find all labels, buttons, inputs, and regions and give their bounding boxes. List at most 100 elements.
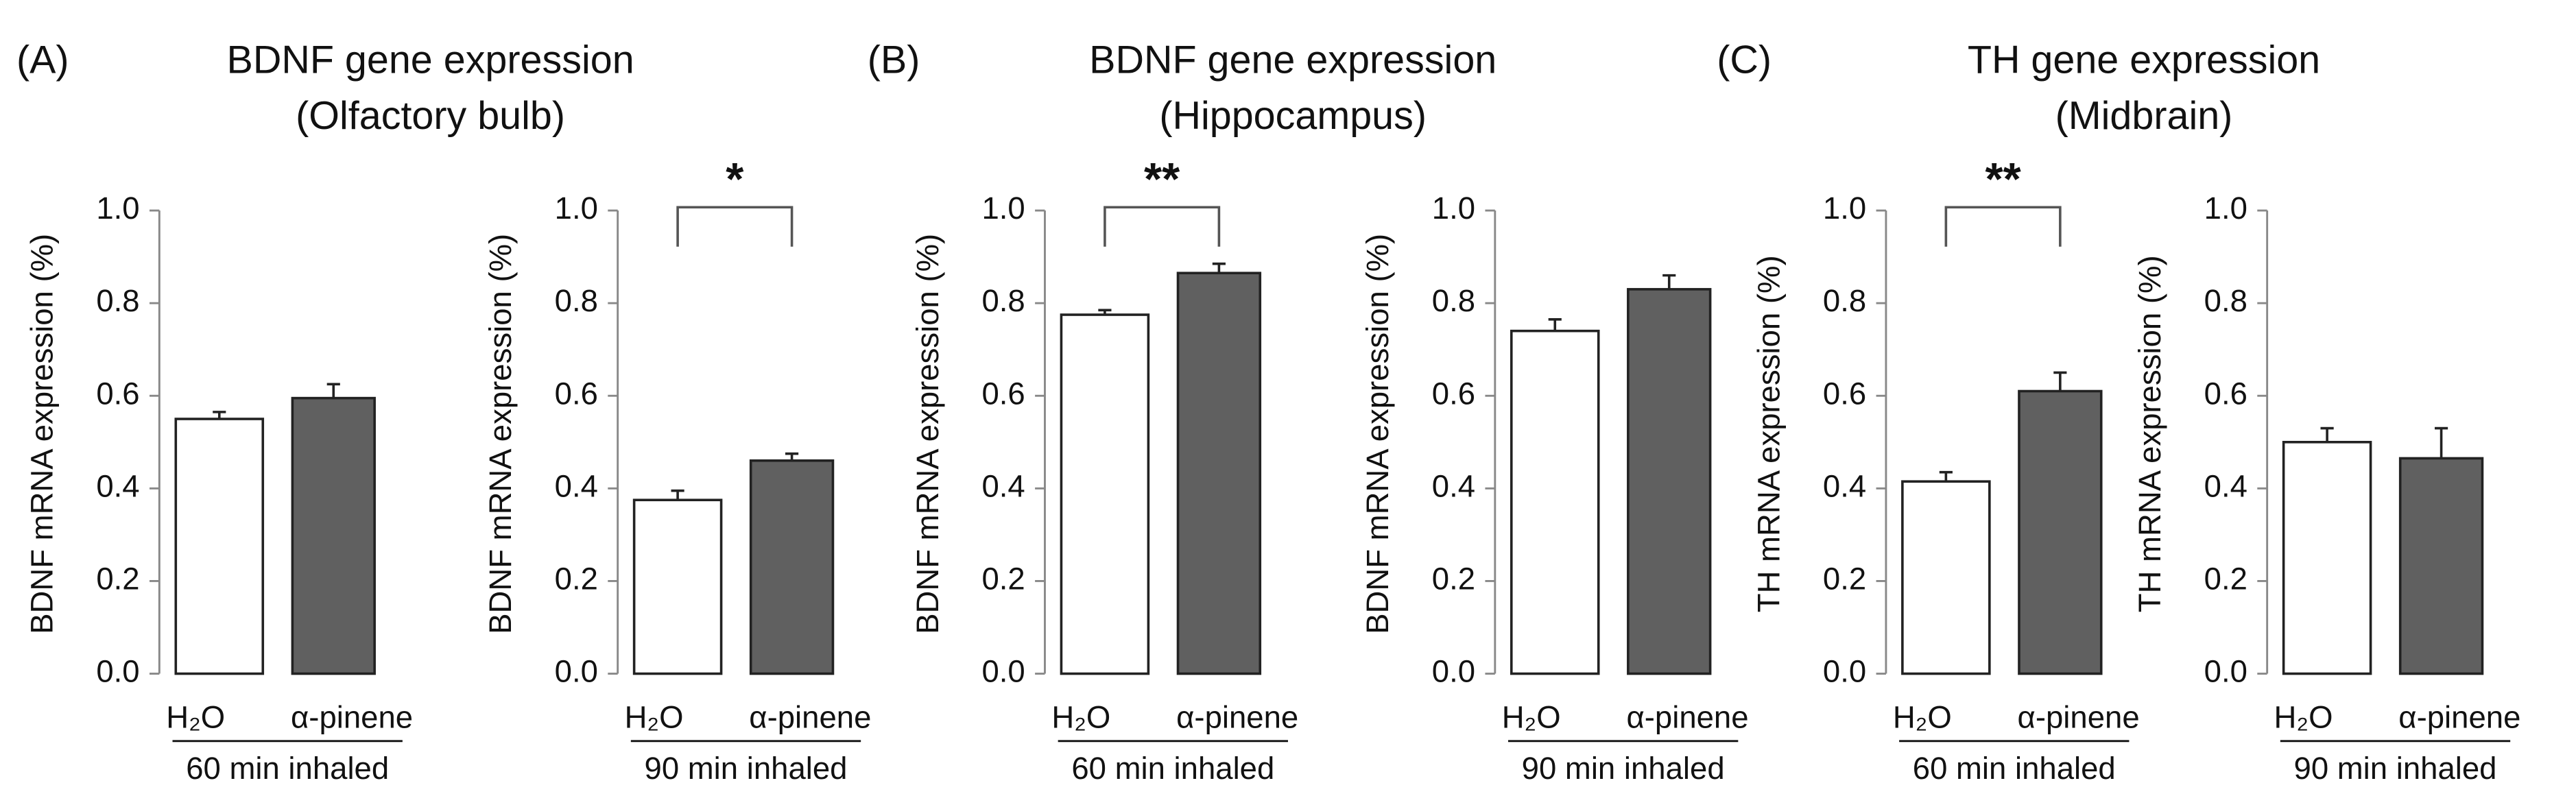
y-tick-label: 0.2 <box>555 561 598 596</box>
bar <box>1627 288 1712 675</box>
bar <box>632 498 723 675</box>
x-axis-label: 90 min inhaled <box>645 751 848 786</box>
y-tick-label: 1.0 <box>555 191 598 226</box>
x-tick-label: α-pinene <box>1176 700 1298 735</box>
error-bar <box>2320 426 2334 442</box>
y-tick-label: 0.0 <box>1432 654 1475 689</box>
y-tick-label: 0.8 <box>555 283 598 318</box>
error-bar <box>671 489 684 501</box>
x-tick-label: α-pinene <box>749 700 871 735</box>
significance-label: ** <box>1144 154 1180 205</box>
x-tick-label: H₂O <box>1051 700 1110 735</box>
y-tick-label: 1.0 <box>96 191 139 226</box>
panel-subtitle: (Olfactory bulb) <box>296 94 565 138</box>
bar <box>2018 389 2103 675</box>
panel-label: (B) <box>868 38 920 82</box>
panel-subtitle: (Midbrain) <box>2055 94 2233 138</box>
panel-title: BDNF gene expression <box>227 38 634 82</box>
x-tick-label: H₂O <box>1502 700 1561 735</box>
x-tick-label: α-pinene <box>2398 700 2520 735</box>
x-tick-label: α-pinene <box>291 700 413 735</box>
y-tick-label: 1.0 <box>981 191 1025 226</box>
x-tick-label: H₂O <box>625 700 684 735</box>
y-tick-label: 0.4 <box>1823 468 1866 503</box>
error-bar <box>785 452 799 461</box>
error-bar <box>2053 371 2067 392</box>
y-tick-label: 0.0 <box>555 654 598 689</box>
bar <box>1901 480 1991 675</box>
y-tick-label: 0.8 <box>981 283 1025 318</box>
y-axis-label: BDNF mRNA expression (%) <box>910 234 945 634</box>
y-tick-label: 0.8 <box>2204 283 2247 318</box>
y-tick-label: 0.6 <box>981 376 1025 411</box>
y-tick-label: 0.6 <box>1432 376 1475 411</box>
x-tick-label: α-pinene <box>2018 700 2140 735</box>
y-tick-label: 0.2 <box>1823 561 1866 596</box>
y-tick-label: 0.4 <box>96 468 139 503</box>
y-tick-label: 0.0 <box>1823 654 1866 689</box>
bar <box>749 459 835 675</box>
bar <box>2282 440 2372 675</box>
bar <box>1510 329 1600 675</box>
y-tick-label: 0.2 <box>1432 561 1475 596</box>
x-axis-label: 90 min inhaled <box>2294 751 2497 786</box>
y-tick-label: 1.0 <box>1823 191 1866 226</box>
significance-label: * <box>726 154 744 205</box>
y-tick-label: 0.2 <box>96 561 139 596</box>
y-axis-label: BDNF mRNA expression (%) <box>1360 234 1395 634</box>
bar <box>174 418 265 675</box>
y-tick-label: 0.4 <box>555 468 598 503</box>
panel-title: BDNF gene expression <box>1089 38 1496 82</box>
significance-bracket <box>1104 206 1221 247</box>
y-tick-label: 0.4 <box>981 468 1025 503</box>
error-bar <box>1212 262 1226 274</box>
panel-label: (C) <box>1717 38 1772 82</box>
y-tick-label: 0.6 <box>555 376 598 411</box>
y-tick-label: 1.0 <box>2204 191 2247 226</box>
error-bar <box>1098 309 1112 315</box>
y-tick-label: 0.0 <box>981 654 1025 689</box>
error-bar <box>1548 317 1562 331</box>
y-tick-label: 0.4 <box>1432 468 1475 503</box>
panel-title: TH gene expression <box>1968 38 2320 82</box>
error-bar <box>2434 426 2448 459</box>
y-tick-label: 0.0 <box>2204 654 2247 689</box>
x-axis-label: 60 min inhaled <box>1071 751 1274 786</box>
bar <box>2398 457 2484 675</box>
error-bar <box>213 411 226 420</box>
y-axis-label: BDNF mRNA expression (%) <box>483 234 518 634</box>
y-tick-label: 0.8 <box>1432 283 1475 318</box>
y-axis-label: TH mRNA expression (%) <box>2132 255 2167 612</box>
y-tick-label: 0.4 <box>2204 468 2247 503</box>
error-bar <box>1662 274 1676 289</box>
x-tick-label: H₂O <box>1893 700 1952 735</box>
x-axis-label: 60 min inhaled <box>1913 751 2116 786</box>
panel-subtitle: (Hippocampus) <box>1159 94 1427 138</box>
panel-label: (A) <box>16 38 69 82</box>
bar <box>1060 313 1150 675</box>
bar <box>1176 272 1262 675</box>
x-tick-label: H₂O <box>2274 700 2333 735</box>
significance-bracket <box>676 206 794 247</box>
y-tick-label: 0.2 <box>981 561 1025 596</box>
y-tick-label: 1.0 <box>1432 191 1475 226</box>
y-tick-label: 0.6 <box>2204 376 2247 411</box>
x-axis-label: 90 min inhaled <box>1522 751 1725 786</box>
y-tick-label: 0.6 <box>96 376 139 411</box>
y-axis-label: BDNF mRNA expression (%) <box>25 234 60 634</box>
bar <box>291 396 376 675</box>
y-tick-label: 0.6 <box>1823 376 1866 411</box>
x-tick-label: H₂O <box>166 700 225 735</box>
y-tick-label: 0.8 <box>96 283 139 318</box>
error-bar <box>1939 470 1953 482</box>
y-tick-label: 0.8 <box>1823 283 1866 318</box>
x-tick-label: α-pinene <box>1626 700 1748 735</box>
y-tick-label: 0.2 <box>2204 561 2247 596</box>
y-axis-label: TH mRNA expression (%) <box>1751 255 1786 612</box>
error-bar <box>326 383 340 398</box>
y-tick-label: 0.0 <box>96 654 139 689</box>
x-axis-label: 60 min inhaled <box>186 751 389 786</box>
significance-bracket <box>1944 206 2062 247</box>
significance-label: ** <box>1985 154 2021 205</box>
